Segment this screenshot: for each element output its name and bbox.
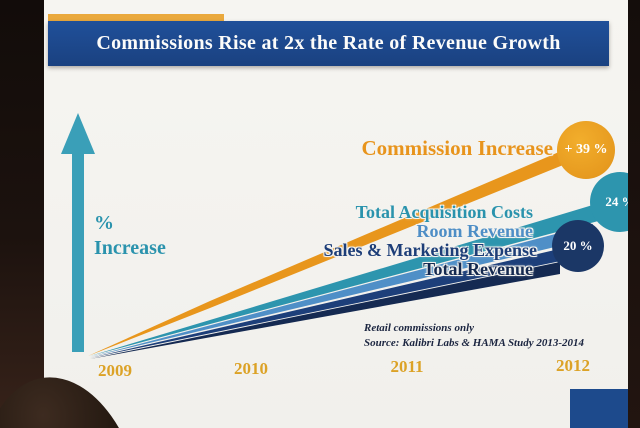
left-dark-bar bbox=[0, 0, 44, 428]
commission-increase-badge: + 39 % bbox=[557, 121, 615, 179]
bottom-right-blue-box bbox=[570, 389, 628, 428]
slide-title: Commissions Rise at 2x the Rate of Reven… bbox=[96, 32, 561, 54]
y-axis-arrow-head bbox=[61, 113, 95, 154]
commission-increase-badge-value: + 39 % bbox=[564, 142, 608, 157]
source-note-line1: Retail commissions only bbox=[364, 322, 475, 334]
commission-increase-line bbox=[88, 146, 573, 356]
sales-marketing-expense-line bbox=[90, 243, 585, 358]
total-acquisition-costs-line bbox=[90, 194, 628, 356]
commission-increase-label: Commission Increase bbox=[361, 136, 553, 160]
total-revenue-badge-value: 20 % bbox=[563, 238, 593, 253]
room-revenue-label: Room Revenue bbox=[416, 221, 533, 241]
title-accent-strip bbox=[48, 14, 224, 21]
y-axis-arrow-shaft bbox=[72, 146, 84, 352]
y-axis-label: % Increase bbox=[94, 211, 166, 261]
x-axis-tick-2010: 2010 bbox=[234, 359, 268, 378]
y-axis-label-line2: Increase bbox=[94, 237, 166, 259]
total-acquisition-costs-label: Total Acquisition Costs bbox=[355, 202, 533, 222]
title-banner: Commissions Rise at 2x the Rate of Reven… bbox=[48, 21, 609, 66]
source-note: Retail commissions only Source: Kalibri … bbox=[364, 321, 584, 351]
right-dark-bar bbox=[628, 0, 640, 428]
sales-marketing-expense-label: Sales & Marketing Expense bbox=[323, 240, 538, 260]
x-axis-tick-2011: 2011 bbox=[390, 357, 424, 376]
chart-canvas bbox=[61, 113, 628, 359]
y-axis-label-line1: % bbox=[94, 212, 114, 234]
source-note-line2: Source: Kalibri Labs & HAMA Study 2013-2… bbox=[364, 337, 585, 349]
acquisition-costs-badge-value: 24 % bbox=[605, 194, 628, 209]
x-axis-tick-2009: 2009 bbox=[98, 361, 132, 380]
total-revenue-line bbox=[90, 262, 560, 359]
total-revenue-badge: 20 % bbox=[552, 220, 604, 272]
total-revenue-label: Total Revenue bbox=[423, 259, 533, 279]
room-revenue-line bbox=[90, 224, 593, 357]
presentation-slide: 24 % 20 % + 39 % Commission Increase Tot… bbox=[44, 0, 628, 428]
x-axis-tick-2012: 2012 bbox=[556, 356, 590, 375]
